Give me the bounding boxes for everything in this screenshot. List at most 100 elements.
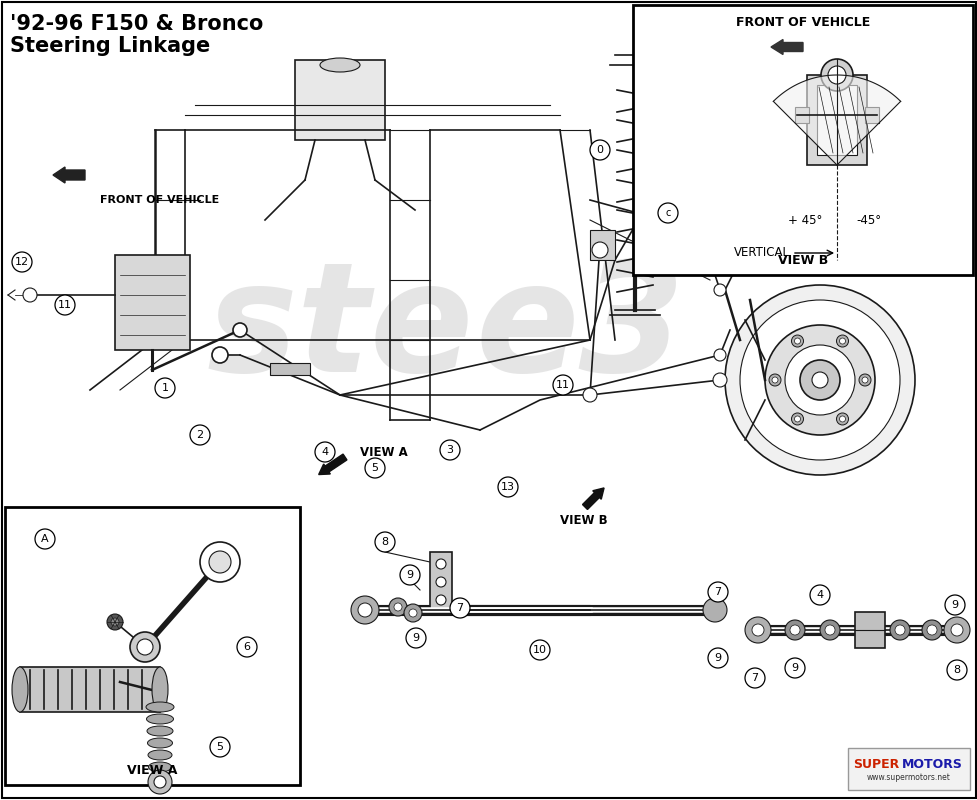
- Circle shape: [894, 625, 904, 635]
- Text: '92-96 F150 & Bronco: '92-96 F150 & Bronco: [10, 14, 263, 34]
- Circle shape: [820, 59, 852, 91]
- Circle shape: [828, 66, 845, 84]
- Text: e3: e3: [475, 255, 684, 405]
- Text: VIEW B: VIEW B: [777, 254, 828, 267]
- Circle shape: [835, 413, 848, 425]
- Circle shape: [497, 477, 518, 497]
- Ellipse shape: [148, 750, 172, 760]
- Bar: [794, 107, 808, 123]
- Circle shape: [744, 668, 764, 688]
- Circle shape: [209, 551, 231, 573]
- FancyArrow shape: [319, 454, 347, 474]
- Circle shape: [389, 598, 406, 616]
- Ellipse shape: [147, 714, 173, 724]
- Circle shape: [825, 625, 834, 635]
- Circle shape: [712, 373, 726, 387]
- Text: 7: 7: [456, 603, 463, 613]
- Text: Steering Linkage: Steering Linkage: [10, 36, 210, 56]
- Circle shape: [658, 203, 677, 223]
- Circle shape: [591, 242, 608, 258]
- FancyArrow shape: [582, 488, 604, 510]
- Text: SUPER: SUPER: [852, 758, 898, 770]
- Circle shape: [707, 582, 727, 602]
- Circle shape: [190, 425, 210, 445]
- Ellipse shape: [151, 667, 168, 712]
- Circle shape: [23, 288, 37, 302]
- Circle shape: [440, 440, 459, 460]
- Text: 9: 9: [951, 600, 957, 610]
- Bar: [847, 748, 969, 790]
- Circle shape: [713, 284, 725, 296]
- Text: 7: 7: [714, 587, 721, 597]
- Circle shape: [405, 628, 426, 648]
- Circle shape: [785, 345, 854, 415]
- Circle shape: [351, 596, 379, 624]
- Circle shape: [789, 625, 799, 635]
- Bar: [589, 230, 615, 260]
- Circle shape: [35, 529, 55, 549]
- Bar: [20, 667, 160, 712]
- Text: 9: 9: [412, 633, 419, 643]
- Circle shape: [926, 625, 936, 635]
- Bar: [295, 60, 385, 140]
- Bar: [632, 5, 972, 275]
- Circle shape: [785, 658, 804, 678]
- Ellipse shape: [146, 702, 174, 712]
- Circle shape: [943, 617, 969, 643]
- Text: 4: 4: [321, 447, 328, 457]
- Circle shape: [358, 603, 371, 617]
- Text: 13: 13: [500, 482, 515, 492]
- Circle shape: [394, 603, 402, 611]
- Bar: [115, 255, 190, 350]
- Text: FRONT OF VEHICLE: FRONT OF VEHICLE: [100, 195, 219, 205]
- Circle shape: [408, 609, 416, 617]
- Circle shape: [530, 640, 549, 660]
- Text: 9: 9: [790, 663, 798, 673]
- Text: 11: 11: [556, 380, 570, 390]
- Circle shape: [436, 577, 446, 587]
- Text: 12: 12: [15, 257, 29, 267]
- Circle shape: [364, 458, 385, 478]
- Circle shape: [154, 378, 175, 398]
- Circle shape: [724, 285, 914, 475]
- Bar: [270, 363, 310, 375]
- Ellipse shape: [147, 726, 173, 736]
- Ellipse shape: [148, 738, 172, 748]
- Circle shape: [740, 300, 899, 460]
- Circle shape: [130, 632, 160, 662]
- Text: 3: 3: [446, 445, 453, 455]
- Circle shape: [799, 360, 839, 400]
- Text: + 45°: + 45°: [787, 214, 822, 226]
- Circle shape: [106, 614, 123, 630]
- Bar: [854, 612, 884, 648]
- Ellipse shape: [319, 58, 360, 72]
- Ellipse shape: [149, 762, 171, 772]
- Text: -45°: -45°: [856, 214, 880, 226]
- Circle shape: [315, 442, 335, 462]
- Circle shape: [702, 598, 726, 622]
- Circle shape: [858, 374, 871, 386]
- Circle shape: [582, 388, 596, 402]
- Circle shape: [589, 140, 610, 160]
- Circle shape: [811, 372, 828, 388]
- Text: 9: 9: [714, 653, 721, 663]
- Bar: [816, 85, 856, 155]
- Circle shape: [236, 637, 257, 657]
- Circle shape: [153, 776, 166, 788]
- Text: A: A: [41, 534, 49, 544]
- Text: 4: 4: [816, 590, 823, 600]
- Text: 5: 5: [371, 463, 378, 473]
- Text: 8: 8: [381, 537, 388, 547]
- Circle shape: [790, 413, 803, 425]
- Text: 5: 5: [216, 742, 224, 752]
- Circle shape: [713, 349, 725, 361]
- Text: MOTORS: MOTORS: [901, 758, 961, 770]
- Text: VIEW A: VIEW A: [127, 765, 178, 778]
- Circle shape: [835, 335, 848, 347]
- Circle shape: [950, 624, 962, 636]
- Text: VIEW B: VIEW B: [560, 514, 607, 526]
- Text: c: c: [664, 208, 670, 218]
- Circle shape: [785, 620, 804, 640]
- Circle shape: [838, 416, 845, 422]
- Text: 11: 11: [58, 300, 72, 310]
